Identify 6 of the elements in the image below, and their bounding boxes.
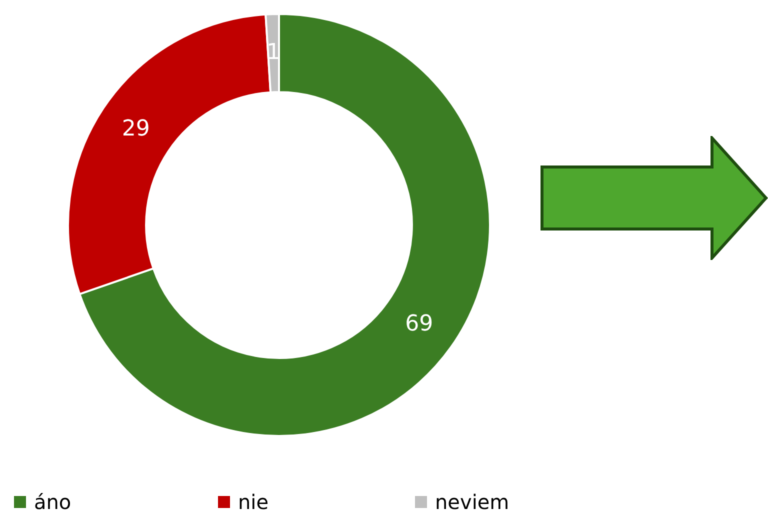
data-label: 69 <box>405 311 434 336</box>
legend-label: áno <box>34 490 72 514</box>
data-label: 29 <box>122 116 150 142</box>
legend-label: neviem <box>435 490 510 514</box>
legend-label: nie <box>238 490 269 514</box>
data-label: 1 <box>266 40 281 65</box>
